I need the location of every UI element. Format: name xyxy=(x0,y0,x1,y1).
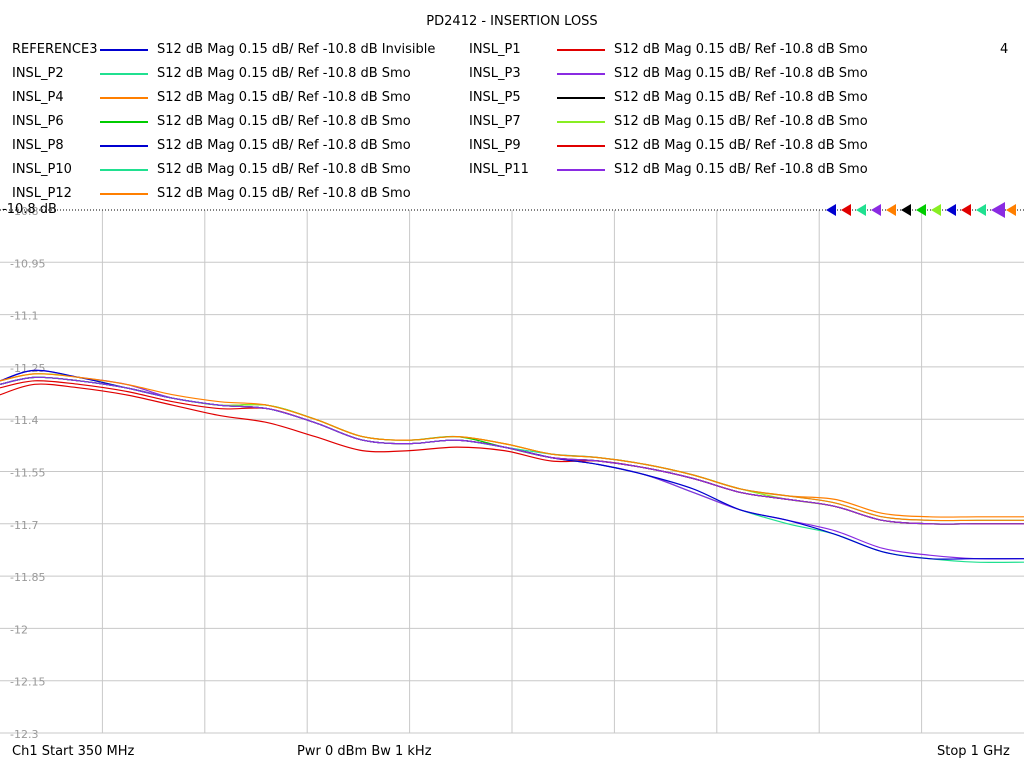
legend-trace-name: INSL_P10 xyxy=(12,162,72,177)
reference-marker-icon xyxy=(961,204,971,216)
legend-entry: INSL_P9 S12 dB Mag 0.15 dB/ Ref -10.8 dB … xyxy=(469,136,899,156)
reference-level-label: -10.8 dB xyxy=(2,202,57,217)
y-tick-label: -10.95 xyxy=(10,257,45,270)
legend-trace-name: INSL_P1 xyxy=(469,42,521,57)
reference-marker-icon xyxy=(991,202,1005,218)
legend-entry: INSL_P7 S12 dB Mag 0.15 dB/ Ref -10.8 dB … xyxy=(469,112,899,132)
legend-trace-name: INSL_P9 xyxy=(469,138,521,153)
legend-swatch xyxy=(557,97,605,99)
y-tick-label: -11.25 xyxy=(10,362,45,375)
reference-marker-icon xyxy=(946,204,956,216)
reference-marker-icon xyxy=(856,204,866,216)
legend-swatch xyxy=(100,169,148,171)
y-tick-label: -11.85 xyxy=(10,571,45,584)
legend-trace-name: INSL_P6 xyxy=(12,114,64,129)
legend-swatch xyxy=(100,193,148,195)
y-tick-label: -10.8 xyxy=(10,205,38,218)
legend-entry: INSL_P11 S12 dB Mag 0.15 dB/ Ref -10.8 dB… xyxy=(469,160,899,180)
reference-marker-icon xyxy=(931,204,941,216)
legend-trace-description: S12 dB Mag 0.15 dB/ Ref -10.8 dB Smo xyxy=(614,114,868,129)
legend-trace-name: REFERENCE3 xyxy=(12,42,98,57)
legend-swatch xyxy=(557,121,605,123)
legend-swatch xyxy=(557,73,605,75)
y-tick-label: -12.15 xyxy=(10,676,45,689)
legend-swatch xyxy=(557,49,605,51)
legend-entry: INSL_P1 S12 dB Mag 0.15 dB/ Ref -10.8 dB … xyxy=(469,40,899,60)
legend-trace-description: S12 dB Mag 0.15 dB/ Ref -10.8 dB Smo xyxy=(614,138,868,153)
legend-entry: INSL_P4 S12 dB Mag 0.15 dB/ Ref -10.8 dB … xyxy=(12,88,442,108)
legend-entry: INSL_P3 S12 dB Mag 0.15 dB/ Ref -10.8 dB … xyxy=(469,64,899,84)
legend-entry: INSL_P10 S12 dB Mag 0.15 dB/ Ref -10.8 dB… xyxy=(12,160,442,180)
legend-swatch xyxy=(100,145,148,147)
legend-trace-description: S12 dB Mag 0.15 dB/ Ref -10.8 dB Smo xyxy=(614,90,868,105)
legend-entry: INSL_P8 S12 dB Mag 0.15 dB/ Ref -10.8 dB … xyxy=(12,136,442,156)
legend-trace-name: INSL_P2 xyxy=(12,66,64,81)
chart-title: PD2412 - INSERTION LOSS xyxy=(426,14,598,29)
legend-swatch xyxy=(100,97,148,99)
legend-trace-description: S12 dB Mag 0.15 dB/ Ref -10.8 dB Smo xyxy=(157,90,411,105)
legend-trace-description: S12 dB Mag 0.15 dB/ Ref -10.8 dB Smo xyxy=(614,66,868,81)
y-tick-label: -12 xyxy=(10,623,28,636)
reference-marker-icon xyxy=(976,204,986,216)
legend-trace-name: INSL_P12 xyxy=(12,186,72,201)
reference-marker-icon xyxy=(916,204,926,216)
legend-trace-description: S12 dB Mag 0.15 dB/ Ref -10.8 dB Invisib… xyxy=(157,42,436,57)
legend-swatch xyxy=(100,73,148,75)
reference-marker-icon xyxy=(1006,204,1016,216)
legend-entry: INSL_P12 S12 dB Mag 0.15 dB/ Ref -10.8 dB… xyxy=(12,184,442,204)
legend-trace-description: S12 dB Mag 0.15 dB/ Ref -10.8 dB Smo xyxy=(614,162,868,177)
legend-trace-description: S12 dB Mag 0.15 dB/ Ref -10.8 dB Smo xyxy=(157,66,411,81)
reference-marker-icon xyxy=(841,204,851,216)
legend-entry: REFERENCE3 S12 dB Mag 0.15 dB/ Ref -10.8 … xyxy=(12,40,442,60)
series-line-insl-p11 xyxy=(0,376,1024,525)
legend-trace-name: INSL_P5 xyxy=(469,90,521,105)
y-tick-label: -12.3 xyxy=(10,728,38,741)
legend-trace-description: S12 dB Mag 0.15 dB/ Ref -10.8 dB Smo xyxy=(157,162,411,177)
legend-swatch xyxy=(100,49,148,51)
y-tick-label: -11.55 xyxy=(10,467,45,480)
legend-entry: INSL_P2 S12 dB Mag 0.15 dB/ Ref -10.8 dB … xyxy=(12,64,442,84)
legend-trace-name: INSL_P11 xyxy=(469,162,529,177)
series-line-insl-p12 xyxy=(0,373,1024,522)
legend-trace-description: S12 dB Mag 0.15 dB/ Ref -10.8 dB Smo xyxy=(157,114,411,129)
reference-marker-icon xyxy=(901,204,911,216)
reference-marker-icon xyxy=(826,204,836,216)
legend-trace-description: S12 dB Mag 0.15 dB/ Ref -10.8 dB Smo xyxy=(157,138,411,153)
y-tick-label: -11.1 xyxy=(10,310,38,323)
legend-entry: INSL_P5 S12 dB Mag 0.15 dB/ Ref -10.8 dB … xyxy=(469,88,899,108)
legend-entry: INSL_P6 S12 dB Mag 0.15 dB/ Ref -10.8 dB … xyxy=(12,112,442,132)
footer-stop-frequency: Stop 1 GHz xyxy=(937,744,1010,759)
footer-power-bandwidth: Pwr 0 dBm Bw 1 kHz xyxy=(297,744,432,759)
y-tick-label: -11.7 xyxy=(10,519,38,532)
legend-trace-name: INSL_P4 xyxy=(12,90,64,105)
legend-swatch xyxy=(557,145,605,147)
footer-start-frequency: Ch1 Start 350 MHz xyxy=(12,744,135,759)
legend-trace-name: INSL_P7 xyxy=(469,114,521,129)
legend-trace-name: INSL_P8 xyxy=(12,138,64,153)
legend-swatch xyxy=(100,121,148,123)
legend-swatch xyxy=(557,169,605,171)
reference-marker-icon xyxy=(871,204,881,216)
legend-trace-name: INSL_P3 xyxy=(469,66,521,81)
legend-trace-description: S12 dB Mag 0.15 dB/ Ref -10.8 dB Smo xyxy=(157,186,411,201)
reference-marker-icon xyxy=(886,204,896,216)
y-tick-label: -11.4 xyxy=(10,414,38,427)
legend-trace-description: S12 dB Mag 0.15 dB/ Ref -10.8 dB Smo xyxy=(614,42,868,57)
channel-number: 4 xyxy=(1000,42,1009,57)
